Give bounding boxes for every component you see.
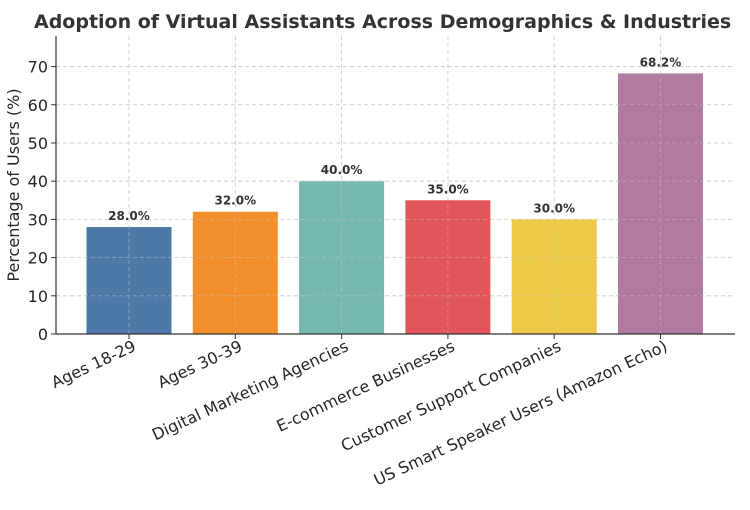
data-label: 28.0% [108,209,150,223]
x-tick-label: Digital Marketing Agencies [149,336,351,444]
data-label: 32.0% [214,194,256,208]
data-label: 30.0% [533,201,575,215]
y-tick-label: 40 [28,172,48,191]
data-label: 68.2% [640,55,682,69]
data-label: 40.0% [321,163,363,177]
y-tick-label: 30 [28,210,48,229]
y-tick-label: 50 [28,134,48,153]
x-tick-label: Ages 30-39 [155,336,245,392]
y-ticks: 0 10 20 30 40 50 60 70 [28,58,56,344]
y-tick-label: 10 [28,287,48,306]
y-tick-label: 70 [28,58,48,77]
data-labels: 28.0% 32.0% 40.0% 35.0% 30.0% 68.2% [108,55,681,223]
axes [55,36,735,335]
x-tick-label: Ages 18-29 [48,336,138,392]
y-tick-label: 20 [28,249,48,268]
y-tick-label: 0 [38,325,48,344]
bar [618,73,703,334]
data-label: 35.0% [427,182,469,196]
bars [86,73,703,334]
y-axis-label: Percentage of Users (%) [4,88,23,281]
x-tick-label: E-commerce Businesses [274,336,458,435]
chart-title: Adoption of Virtual Assistants Across De… [34,11,731,33]
bar [192,211,278,334]
y-tick-label: 60 [28,96,48,115]
grid-overlay [56,36,735,334]
